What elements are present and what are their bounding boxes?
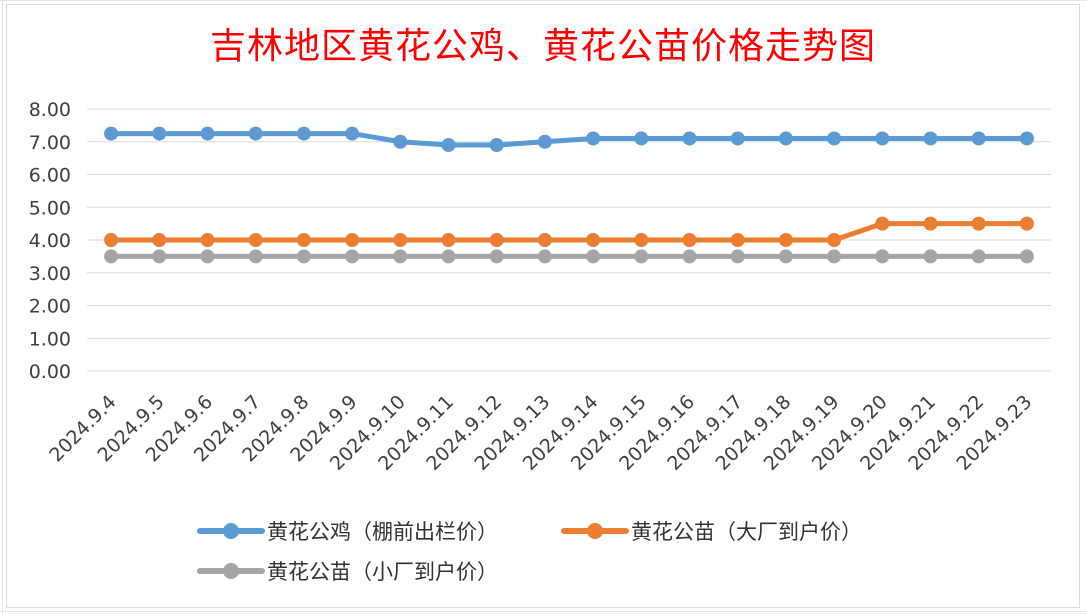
data-point bbox=[730, 131, 745, 146]
data-point bbox=[1019, 216, 1034, 231]
data-point bbox=[971, 249, 986, 264]
series-line bbox=[108, 221, 1030, 243]
legend-swatch bbox=[197, 517, 265, 545]
data-point bbox=[730, 233, 745, 247]
data-point bbox=[296, 233, 311, 247]
data-point bbox=[104, 126, 119, 141]
data-point bbox=[200, 233, 215, 247]
data-point bbox=[104, 233, 119, 247]
y-tick-label: 6.00 bbox=[29, 165, 71, 187]
data-point bbox=[634, 249, 649, 264]
data-point bbox=[296, 126, 311, 141]
data-point bbox=[537, 134, 552, 149]
data-point bbox=[730, 249, 745, 264]
legend-swatch bbox=[197, 557, 265, 585]
y-tick-label: 0.00 bbox=[29, 361, 71, 383]
data-point bbox=[1019, 131, 1034, 146]
data-point bbox=[682, 233, 697, 247]
data-point bbox=[923, 249, 938, 264]
data-point bbox=[586, 131, 601, 146]
data-point bbox=[345, 233, 360, 247]
series-line bbox=[108, 131, 1030, 148]
y-tick-label: 3.00 bbox=[29, 263, 71, 285]
data-point bbox=[441, 249, 456, 264]
data-point bbox=[827, 131, 842, 146]
data-point bbox=[634, 233, 649, 247]
plot-area: 0.001.002.003.004.005.006.007.008.002024… bbox=[29, 99, 1051, 475]
data-point bbox=[827, 249, 842, 264]
data-point bbox=[104, 249, 119, 264]
y-tick-label: 2.00 bbox=[29, 296, 71, 318]
data-point bbox=[489, 138, 504, 153]
chart-title: 吉林地区黄花公鸡、黄花公苗价格走势图 bbox=[209, 26, 876, 67]
data-point bbox=[152, 126, 167, 141]
data-point bbox=[441, 138, 456, 153]
data-point bbox=[875, 249, 890, 264]
data-point bbox=[778, 249, 793, 264]
data-point bbox=[778, 233, 793, 247]
data-point bbox=[971, 131, 986, 146]
y-tick-label: 5.00 bbox=[29, 197, 71, 219]
legend-item: 黄花公苗（小厂到户价） bbox=[197, 557, 498, 585]
data-point bbox=[489, 249, 504, 264]
data-point bbox=[296, 249, 311, 264]
data-point bbox=[875, 131, 890, 146]
y-tick-label: 8.00 bbox=[29, 99, 71, 121]
data-point bbox=[345, 249, 360, 264]
y-tick-label: 7.00 bbox=[29, 132, 71, 154]
data-point bbox=[152, 233, 167, 247]
data-point bbox=[586, 249, 601, 264]
data-point bbox=[345, 126, 360, 141]
data-point bbox=[634, 131, 649, 146]
data-point bbox=[200, 126, 215, 141]
data-point bbox=[971, 216, 986, 231]
data-point bbox=[923, 216, 938, 231]
data-point bbox=[248, 233, 263, 247]
legend-swatch bbox=[561, 517, 629, 545]
data-point bbox=[586, 233, 601, 247]
y-tick-label: 1.00 bbox=[29, 328, 71, 350]
y-tick-label: 4.00 bbox=[29, 230, 71, 252]
data-point bbox=[393, 249, 408, 264]
data-point bbox=[489, 233, 504, 247]
data-point bbox=[682, 131, 697, 146]
data-point bbox=[923, 131, 938, 146]
data-point bbox=[827, 233, 842, 247]
legend-label: 黄花公苗（大厂到户价） bbox=[631, 520, 862, 544]
data-point bbox=[200, 249, 215, 264]
data-point bbox=[393, 134, 408, 149]
legend-item: 黄花公鸡（棚前出栏价） bbox=[197, 517, 498, 545]
data-point bbox=[682, 249, 697, 264]
data-point bbox=[537, 233, 552, 247]
data-point bbox=[441, 233, 456, 247]
chart-area[interactable]: 吉林地区黄花公鸡、黄花公苗价格走势图 0.00 1.00 2.00 3.00 4.00 5… bbox=[6, 4, 1080, 608]
data-point bbox=[778, 131, 793, 146]
legend-label: 黄花公苗（小厂到户价） bbox=[267, 560, 498, 584]
data-point bbox=[1019, 249, 1034, 264]
legend-label: 黄花公鸡（棚前出栏价） bbox=[267, 520, 498, 544]
data-point bbox=[875, 216, 890, 231]
legend-item: 黄花公苗（大厂到户价） bbox=[561, 517, 862, 545]
data-point bbox=[248, 126, 263, 141]
data-point bbox=[248, 249, 263, 264]
data-point bbox=[537, 249, 552, 264]
data-point bbox=[393, 233, 408, 247]
data-point bbox=[152, 249, 167, 264]
